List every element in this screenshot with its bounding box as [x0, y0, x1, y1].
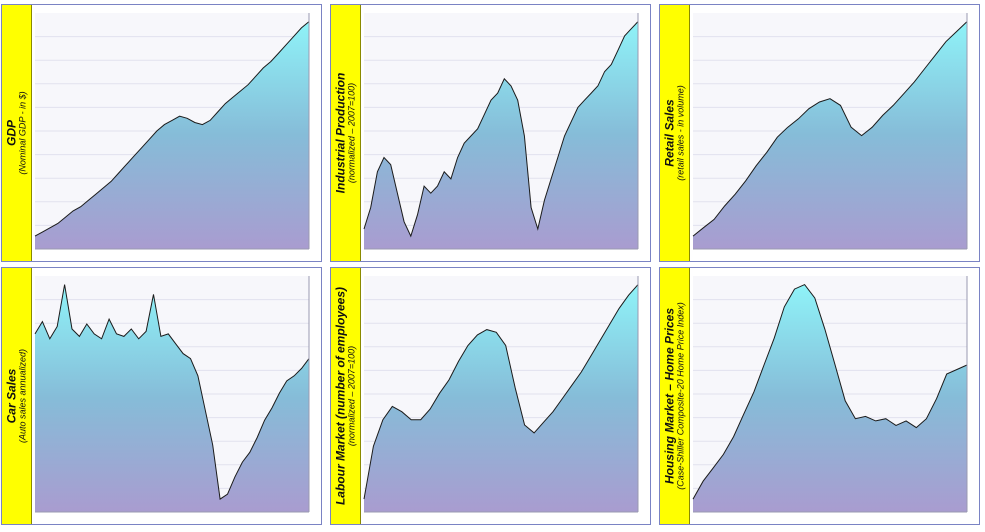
chart-plot [33, 268, 321, 524]
chart-plot [691, 268, 979, 524]
series-area [364, 21, 638, 249]
series-line [692, 21, 968, 237]
chart-title: Housing Market – Home Prices [661, 307, 676, 485]
chart-panel-labour-market: Labour Market (number of employees) (nor… [330, 267, 651, 525]
chart-svg [692, 276, 968, 513]
chart-svg [34, 13, 310, 250]
chart-label: Housing Market – Home Prices (Case-Shill… [661, 302, 686, 490]
chart-label: Labour Market (number of employees) (nor… [332, 286, 357, 506]
chart-subtitle: (Nominal GDP - in $) [17, 91, 28, 175]
chart-plot [33, 5, 321, 261]
series-area [35, 284, 309, 512]
chart-panel-housing-market: Housing Market – Home Prices (Case-Shill… [659, 267, 980, 525]
chart-label-box: Housing Market – Home Prices (Case-Shill… [660, 268, 690, 524]
chart-subtitle: (retail sales - in volume) [675, 85, 686, 181]
chart-label-box: GDP (Nominal GDP - in $) [2, 5, 32, 261]
series-line [363, 284, 639, 500]
chart-panel-retail-sales: Retail Sales (retail sales - in volume) [659, 4, 980, 262]
series-area [364, 284, 638, 512]
chart-panel-car-sales: Car Sales (Auto sales annualized) [1, 267, 322, 525]
chart-plot [691, 5, 979, 261]
chart-label: Retail Sales (retail sales - in volume) [661, 85, 686, 181]
series-area [693, 21, 967, 249]
chart-subtitle: (normalized – 2007=100) [346, 345, 357, 447]
chart-svg [363, 276, 639, 513]
chart-plot [362, 5, 650, 261]
chart-subtitle: (Case-Shiller Composite-20 Home Price In… [675, 302, 686, 490]
chart-title: GDP [3, 120, 18, 147]
chart-title: Car Sales [3, 368, 18, 424]
chart-panel-industrial-production: Industrial Production (normalized – 2007… [330, 4, 651, 262]
chart-plot [362, 268, 650, 524]
chart-panel-gdp: GDP (Nominal GDP - in $) [1, 4, 322, 262]
chart-label-box: Car Sales (Auto sales annualized) [2, 268, 32, 524]
chart-label: Car Sales (Auto sales annualized) [3, 348, 28, 444]
chart-label-box: Labour Market (number of employees) (nor… [331, 268, 361, 524]
chart-svg [363, 13, 639, 250]
chart-svg [34, 276, 310, 513]
chart-label-box: Industrial Production (normalized – 2007… [331, 5, 361, 261]
series-line [363, 21, 639, 238]
chart-label: Industrial Production (normalized – 2007… [332, 72, 357, 194]
chart-svg [692, 13, 968, 250]
series-line [34, 284, 310, 500]
series-area [693, 284, 967, 512]
chart-title: Industrial Production [332, 72, 347, 194]
chart-title: Retail Sales [661, 99, 676, 167]
chart-title-suffix: (number of employees) [332, 286, 347, 419]
chart-subtitle: (Auto sales annualized) [17, 348, 28, 444]
chart-title: Labour Market (number of employees) [332, 286, 347, 506]
chart-label-box: Retail Sales (retail sales - in volume) [660, 5, 690, 261]
series-line [692, 283, 968, 500]
series-area [35, 21, 309, 249]
chart-title-text: Labour Market [332, 422, 347, 506]
chart-label: GDP (Nominal GDP - in $) [3, 91, 28, 175]
series-line [34, 21, 310, 237]
chart-subtitle: (normalized – 2007=100) [346, 82, 357, 184]
